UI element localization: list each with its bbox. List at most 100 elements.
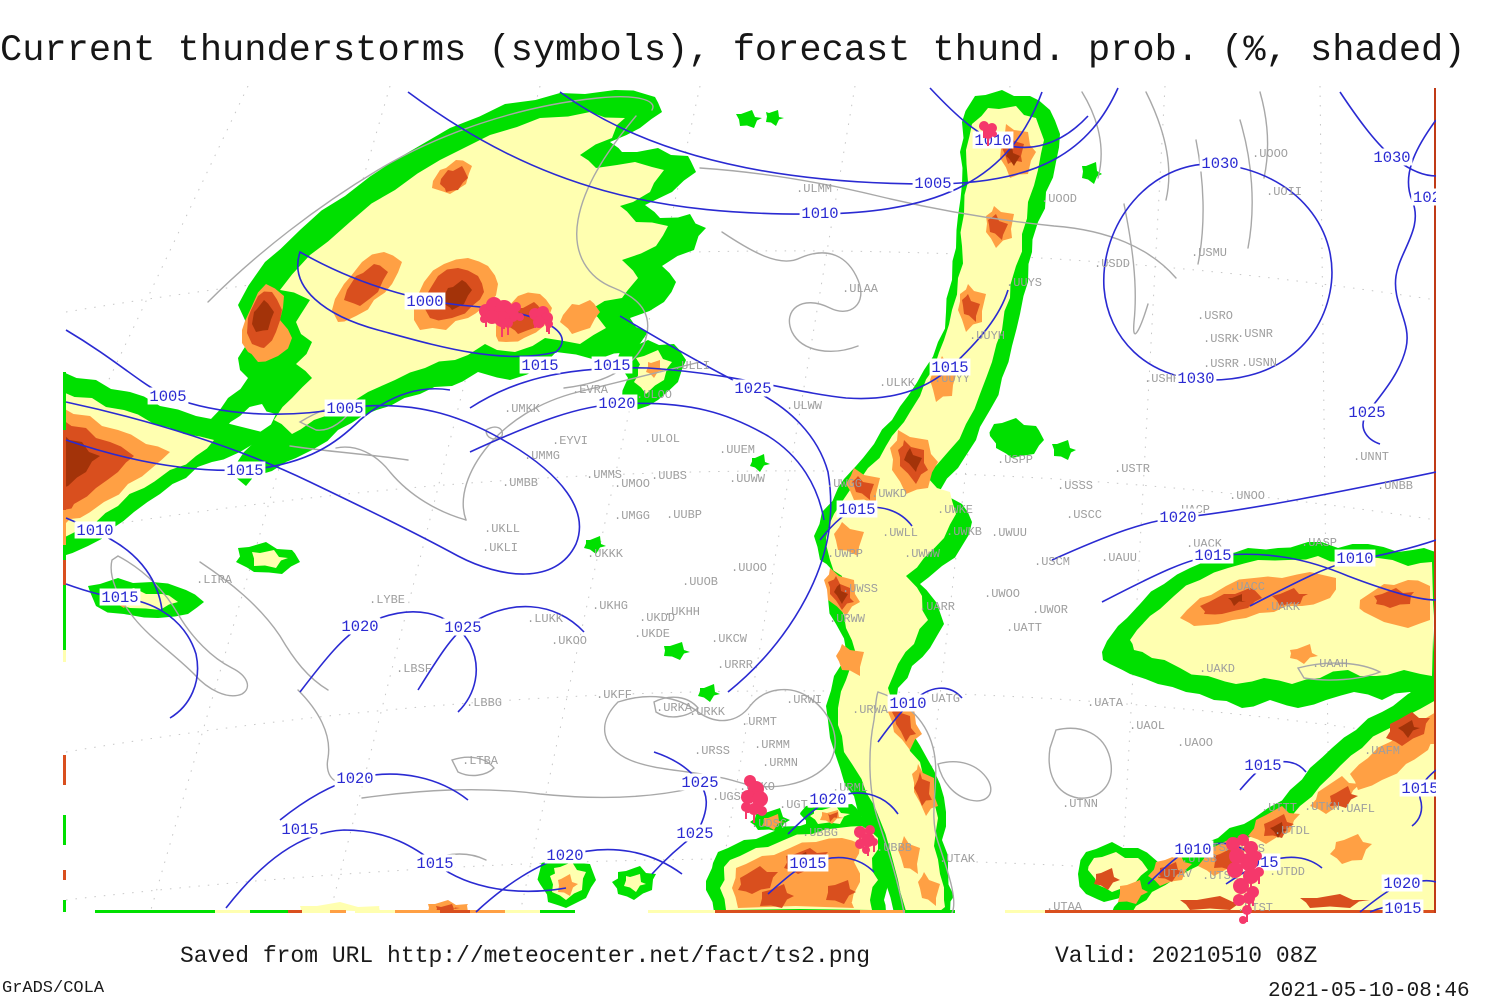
isobar-label: 1020	[809, 791, 846, 809]
thunderstorm-cluster	[741, 775, 768, 823]
prob-area-red	[914, 772, 932, 806]
isobar-label: 1005	[914, 175, 951, 193]
prob-area-green	[584, 536, 606, 554]
edge-strip	[63, 545, 66, 560]
coastline	[289, 445, 409, 461]
station-label: .UASP	[1301, 536, 1337, 550]
isobar-label: 102	[1413, 189, 1441, 207]
edge-strip	[63, 585, 66, 650]
prob-area-red	[1214, 848, 1242, 870]
station-label: .UUOO	[731, 561, 767, 575]
isobar-label: 1015	[281, 821, 318, 839]
station-label: .USSS	[1057, 479, 1093, 493]
isobar-label-box	[339, 617, 381, 635]
prob-area-darkred	[1228, 594, 1246, 606]
isobar-label: 1025	[1348, 404, 1385, 422]
prob-area-darkred	[63, 434, 100, 488]
coastline	[451, 756, 495, 777]
isobar-label-box	[787, 854, 829, 872]
prob-area-red	[1180, 896, 1250, 910]
generation-timestamp: 2021-05-10-08:46	[1268, 980, 1470, 1000]
station-label: .UTAA	[1046, 900, 1083, 914]
station-label: .UAOL	[1129, 719, 1165, 733]
station-label: .UBBG	[802, 826, 838, 840]
coastline	[361, 787, 695, 799]
isobar-label-box	[519, 356, 561, 374]
station-label: .ULMM	[796, 182, 832, 196]
isobar-label-box	[414, 854, 456, 872]
station-label: .UKLI	[482, 541, 518, 555]
isobar-label: 1015	[226, 462, 263, 480]
coastline	[877, 691, 955, 913]
station-label: .USRO	[1197, 309, 1233, 323]
right-frame-line	[1434, 88, 1436, 913]
thunderstorm-cluster	[854, 825, 878, 856]
isobar-label-box	[1334, 549, 1376, 567]
isobar-line	[407, 91, 1043, 215]
coastline	[335, 446, 467, 521]
prob-area-orange	[918, 872, 940, 906]
prob-area-orange	[836, 644, 864, 676]
isobar-label: 1015	[1401, 780, 1438, 798]
station-label-layer: .ULMM.ULAA.ULKK .UUYY.UUYH.UUYS.USDD.USMU…	[196, 147, 1413, 914]
prob-area-red	[1330, 786, 1358, 808]
isobar-label-box	[799, 204, 841, 222]
station-label: .LYBE	[369, 593, 405, 607]
valid-time-label: Valid: 20210510 08Z	[1055, 943, 1318, 969]
prob-area-darkred	[1006, 146, 1020, 166]
isobar-label: 1020	[336, 770, 373, 788]
station-label: .USHH	[1144, 372, 1180, 386]
coastline	[1259, 91, 1269, 179]
isobar-label: 1020	[341, 618, 378, 636]
station-label: .USMU	[1191, 246, 1227, 260]
station-label: .UKDD	[639, 611, 675, 625]
isobar-label: 1005	[326, 400, 363, 418]
isobar-label: 1015	[593, 357, 630, 375]
edge-strip	[63, 372, 66, 430]
station-label: .URKA	[656, 701, 693, 715]
isobar-label: 1025	[734, 380, 771, 398]
prob-area-red	[440, 166, 468, 192]
isobar-label: 1015	[931, 359, 968, 377]
isobar-label-box	[1382, 899, 1424, 913]
isobar-label-box	[807, 790, 849, 808]
station-label: .ULLI	[674, 359, 710, 373]
prob-area-yellow	[300, 902, 380, 912]
thunderstorm-symbol-layer	[479, 121, 1264, 924]
isobar-label-box	[279, 820, 321, 838]
edge-strip	[215, 910, 250, 913]
grads-credit: GrADS/COLA	[2, 979, 105, 998]
edge-strip	[63, 430, 66, 510]
prob-area-orange	[1330, 834, 1372, 864]
station-label: .UGTB	[779, 798, 815, 812]
edge-strip	[395, 910, 440, 913]
station-label: .URMM	[754, 738, 790, 752]
station-label: .LBBG	[466, 696, 502, 710]
prob-area-darkred	[1398, 720, 1420, 738]
station-label: .URRR	[717, 658, 753, 672]
frame-edge-layer	[63, 88, 1436, 913]
isobar-label-box	[1399, 779, 1436, 797]
edge-strip	[1045, 910, 1436, 913]
coastline	[1239, 119, 1253, 249]
station-label: .USCC	[1066, 508, 1102, 522]
isobar-label-box	[912, 174, 954, 192]
station-label: .EYVI	[552, 434, 588, 448]
station-label: .USNR	[1237, 327, 1273, 341]
isobar-label-box	[324, 399, 366, 417]
station-label: .UWPP	[827, 547, 863, 561]
prob-area-green	[698, 684, 720, 702]
prob-area-orange	[898, 836, 920, 874]
isobar-label-box	[674, 824, 716, 842]
coastline	[1081, 91, 1102, 179]
station-label: .UTAV	[1156, 867, 1193, 881]
isobar-label: 1015	[1384, 900, 1421, 918]
station-label: .UWOO	[984, 587, 1020, 601]
isobar-line	[225, 829, 567, 909]
isobar-label: 1030	[1201, 155, 1238, 173]
isobar-label: 1000	[406, 293, 443, 311]
station-label: .UTDL	[1274, 824, 1310, 838]
station-label: .UOOD	[1041, 192, 1077, 206]
prob-area-red	[738, 866, 778, 894]
station-label: .UARR	[919, 600, 955, 614]
